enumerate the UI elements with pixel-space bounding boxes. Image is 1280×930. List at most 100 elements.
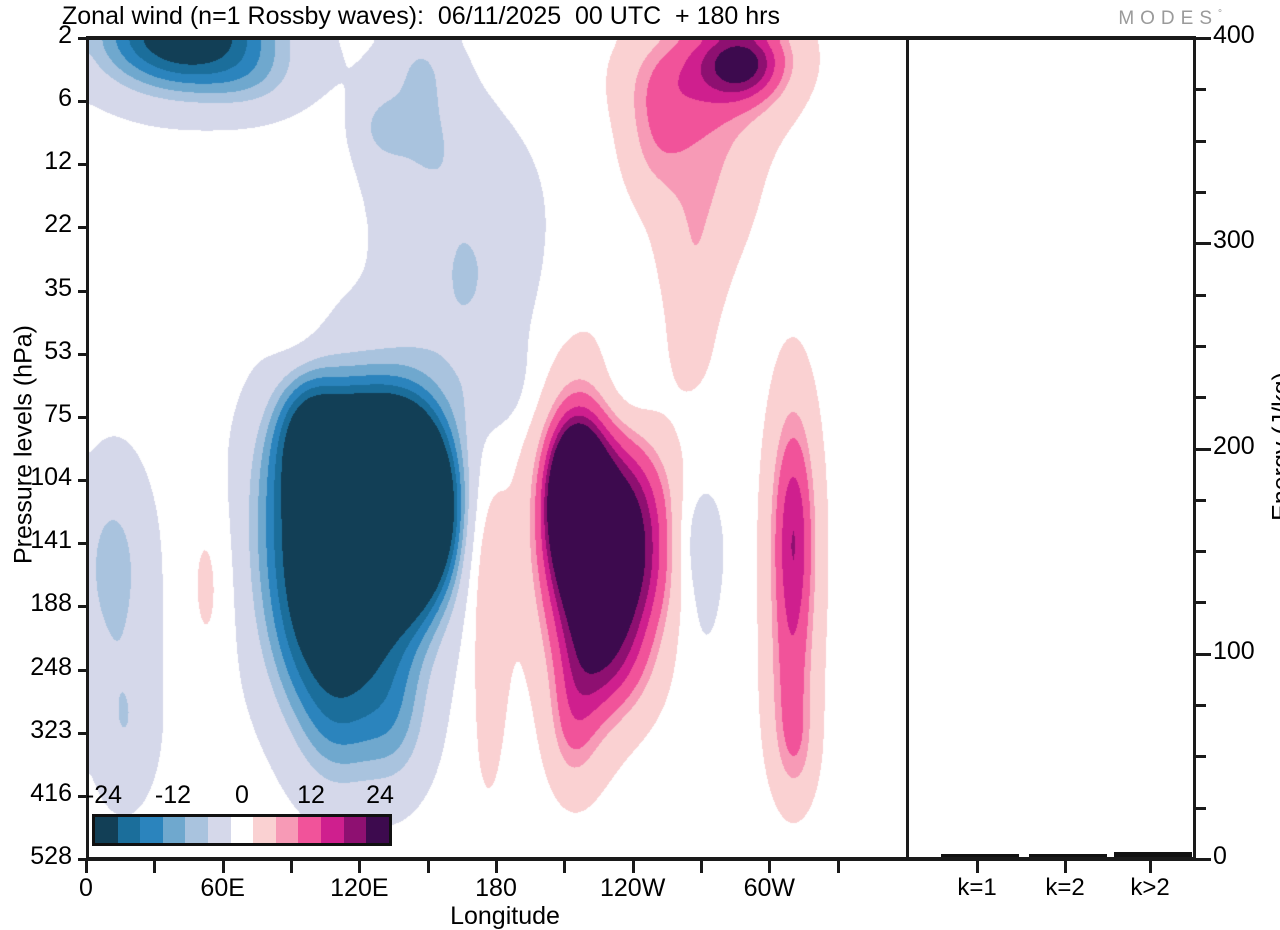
y-axis-tick-label: 2 <box>58 21 72 49</box>
y-axis-right-minor-tick <box>1196 550 1206 554</box>
colorbar-tick-label: -12 <box>154 781 192 809</box>
page-title: Zonal wind (n=1 Rossby waves): 06/11/202… <box>62 2 780 30</box>
energy-bar-k1 <box>941 854 1019 857</box>
energy-bar-k2 <box>1029 854 1107 857</box>
y-axis-tick-label: 188 <box>30 589 72 618</box>
k-axis-tick-label: k>2 <box>1130 874 1170 901</box>
y-axis-tick-label: 12 <box>44 147 72 176</box>
y-axis-right-tick-label: 400 <box>1213 21 1255 49</box>
energy-bar-panel <box>906 36 1196 861</box>
colorbar <box>92 814 392 846</box>
y-axis-right-minor-tick <box>1196 755 1206 759</box>
x-axis-minor-tick <box>563 861 567 873</box>
x-axis-minor-tick <box>836 861 840 873</box>
y-axis-right-label: Energy (J/kg) <box>1267 372 1280 521</box>
y-axis-right-minor-tick <box>1196 139 1206 143</box>
y-axis-tick <box>78 289 88 293</box>
x-axis-tick <box>495 861 498 873</box>
k-axis-tick <box>1064 861 1067 873</box>
modes-degree-mark: ° <box>1218 8 1222 20</box>
colorbar-swatch <box>208 817 231 843</box>
y-axis-tick <box>78 858 88 861</box>
y-axis-right-minor-tick <box>1196 704 1206 708</box>
energy-bar-kgt2 <box>1114 852 1192 857</box>
colorbar-swatch <box>321 817 344 843</box>
y-axis-right-tick-label: 300 <box>1213 226 1255 255</box>
y-axis-right-minor-tick <box>1196 396 1206 400</box>
x-axis-tick <box>221 861 225 873</box>
y-axis-tick <box>78 415 88 419</box>
contour-plot-panel <box>86 36 906 861</box>
x-axis-tick-label: 60E <box>200 874 245 902</box>
y-axis-right-minor-tick <box>1196 293 1206 297</box>
x-axis-tick <box>358 861 362 873</box>
x-axis-tick <box>631 861 635 873</box>
colorbar-swatch <box>366 817 389 843</box>
y-axis-tick <box>78 794 88 798</box>
y-axis-right-minor-tick <box>1196 498 1206 502</box>
y-axis-tick <box>78 37 88 40</box>
colorbar-swatch <box>140 817 163 843</box>
y-axis-right-tick <box>1196 242 1211 246</box>
colorbar-tick-label: 0 <box>235 781 249 809</box>
y-axis-tick-label: 141 <box>30 526 72 555</box>
y-axis-tick <box>78 668 88 672</box>
x-axis-tick-label: 180 <box>475 874 517 902</box>
y-axis-right-minor-tick <box>1196 190 1206 194</box>
x-axis-tick-label: 120E <box>330 874 389 902</box>
colorbar-swatch <box>117 817 141 843</box>
y-axis-right-tick <box>1196 652 1211 656</box>
y-axis-right-tick-label: 100 <box>1213 636 1255 665</box>
k-axis-tick <box>1149 861 1152 873</box>
y-axis-tick-label: 53 <box>44 336 72 365</box>
x-axis-tick <box>85 861 88 873</box>
colorbar-swatch <box>343 817 367 843</box>
x-axis-tick-label: 0 <box>79 874 93 902</box>
contour-field <box>89 40 906 857</box>
y-axis-tick <box>78 226 88 230</box>
k-axis-tick-label: k=2 <box>1045 874 1085 901</box>
modes-logo: MODES° <box>1118 8 1222 30</box>
k-axis-tick-label: k=1 <box>957 874 997 901</box>
x-axis-tick <box>768 861 772 873</box>
y-axis-tick <box>78 542 88 546</box>
k-axis-tick <box>976 861 979 873</box>
colorbar-tick-label: 24 <box>366 781 394 809</box>
y-axis-tick-label: 35 <box>44 273 72 302</box>
y-axis-tick-label: 104 <box>30 463 72 492</box>
colorbar-swatch <box>298 817 322 843</box>
y-axis-right-tick <box>1196 447 1211 451</box>
colorbar-swatch <box>162 817 186 843</box>
y-axis-tick <box>78 163 88 167</box>
colorbar-swatch <box>185 817 209 843</box>
y-axis-tick <box>78 731 88 735</box>
y-axis-right-minor-tick <box>1196 806 1206 810</box>
modes-logo-text: MODES <box>1118 8 1218 29</box>
x-axis-minor-tick <box>426 861 430 873</box>
y-axis-right-tick-label: 0 <box>1213 842 1227 870</box>
y-axis-tick <box>78 352 88 356</box>
colorbar-swatch <box>275 817 299 843</box>
x-axis-tick-label: 120W <box>600 874 666 902</box>
y-axis-right-tick-label: 200 <box>1213 431 1255 460</box>
y-axis-tick-label: 528 <box>30 842 72 870</box>
colorbar-tick-label: -24 <box>85 781 123 809</box>
y-axis-tick-label: 323 <box>30 715 72 744</box>
y-axis-tick-label: 248 <box>30 652 72 681</box>
x-axis-tick-label: 60W <box>743 874 796 902</box>
y-axis-tick-label: 75 <box>44 399 72 428</box>
colorbar-swatch <box>230 817 254 843</box>
y-axis-right-minor-tick <box>1196 88 1206 92</box>
x-axis-minor-tick <box>700 861 703 873</box>
y-axis-right-minor-tick <box>1196 601 1206 605</box>
y-axis-tick <box>78 479 88 483</box>
x-axis-minor-tick <box>290 861 293 873</box>
colorbar-tick-label: 12 <box>297 781 325 809</box>
colorbar-swatch <box>253 817 276 843</box>
colorbar-swatch <box>95 817 118 843</box>
y-axis-right-tick <box>1196 858 1211 861</box>
x-axis-label: Longitude <box>450 902 560 930</box>
y-axis-tick-label: 416 <box>30 778 72 807</box>
y-axis-right-minor-tick <box>1196 344 1206 348</box>
